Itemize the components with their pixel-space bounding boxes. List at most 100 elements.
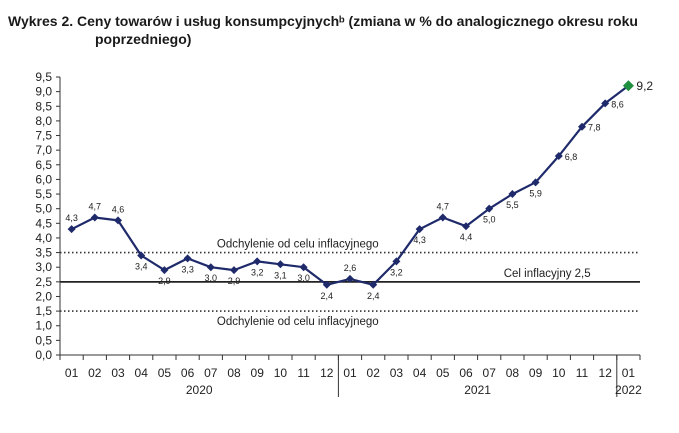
y-tick-label: 6,5 [35, 158, 52, 172]
cpi-data-point [137, 251, 146, 260]
year-label: 2021 [464, 383, 491, 397]
cpi-data-point [485, 204, 494, 213]
y-tick-label: 2,5 [35, 275, 52, 289]
cpi-data-point [462, 222, 470, 231]
y-tick-label: 3,0 [35, 260, 52, 274]
cpi-data-point [90, 213, 99, 222]
x-tick-label: 02 [88, 366, 102, 380]
inflation-target-label: Cel inflacyjny 2,5 [504, 268, 591, 280]
y-tick-label: 9,5 [35, 70, 52, 84]
x-tick-label: 01 [343, 366, 357, 380]
y-tick-label: 1,5 [35, 304, 52, 318]
x-tick-label: 06 [181, 366, 195, 380]
cpi-data-label: 7,8 [588, 123, 601, 133]
cpi-data-label: 3,1 [274, 270, 287, 280]
cpi-data-label: 5,5 [506, 200, 519, 210]
x-tick-label: 01 [65, 366, 79, 380]
cpi-data-point [346, 274, 354, 283]
y-tick-label: 8,0 [35, 114, 52, 128]
cpi-data-label: 2,6 [344, 263, 357, 273]
cpi-data-label: 4,4 [460, 232, 473, 242]
x-tick-label: 11 [297, 366, 310, 380]
cpi-data-label: 5,0 [483, 215, 496, 225]
y-tick-label: 1,0 [35, 319, 52, 333]
year-label: 2022 [615, 383, 642, 397]
cpi-data-label: 4,7 [89, 201, 102, 211]
cpi-data-point [531, 178, 540, 187]
cpi-data-point [601, 99, 610, 108]
cpi-data-label: 4,7 [437, 201, 450, 211]
x-tick-label: 09 [251, 366, 265, 380]
cpi-series-line [71, 84, 630, 286]
cpi-data-label: 3,4 [135, 262, 148, 272]
cpi-data-point [276, 260, 285, 269]
y-tick-label: 0,5 [35, 333, 52, 347]
cpi-data-label: 3,2 [251, 267, 264, 277]
cpi-data-label: 2,4 [321, 291, 334, 301]
cpi-data-point [160, 266, 169, 275]
x-tick-label: 04 [413, 366, 427, 380]
cpi-data-label: 6,8 [565, 152, 578, 162]
y-tick-label: 3,5 [35, 246, 52, 260]
y-tick-label: 8,5 [35, 99, 52, 113]
x-tick-label: 01 [622, 366, 636, 380]
x-tick-label: 02 [367, 366, 381, 380]
cpi-data-point [554, 152, 563, 161]
cpi-data-label: 9,2 [636, 79, 653, 93]
cpi-data-point [67, 225, 76, 234]
y-tick-label: 0,0 [35, 348, 52, 362]
x-tick-label: 08 [506, 366, 520, 380]
x-tick-label: 12 [320, 366, 334, 380]
y-tick-label: 4,0 [35, 231, 52, 245]
chart-title-line2: poprzedniego) [95, 31, 192, 47]
cpi-data-label: 2,9 [158, 276, 171, 286]
x-tick-label: 07 [204, 366, 218, 380]
x-tick-label: 04 [135, 366, 149, 380]
cpi-data-label: 4,3 [65, 213, 78, 223]
y-tick-label: 5,5 [35, 187, 52, 201]
cpi-data-label: 5,9 [529, 188, 542, 198]
cpi-data-point [622, 80, 634, 92]
cpi-data-point [253, 257, 262, 266]
y-tick-label: 6,0 [35, 172, 52, 186]
cpi-data-point [183, 254, 192, 263]
y-tick-label: 4,5 [35, 216, 52, 230]
x-tick-label: 09 [529, 366, 543, 380]
cpi-data-label: 3,0 [205, 273, 218, 283]
x-tick-label: 03 [111, 366, 125, 380]
cpi-data-label: 4,6 [112, 204, 125, 214]
x-tick-label: 12 [599, 366, 613, 380]
cpi-data-point [230, 266, 238, 275]
x-tick-label: 05 [158, 366, 172, 380]
x-tick-label: 10 [552, 366, 566, 380]
y-tick-label: 2,0 [35, 289, 52, 303]
cpi-data-point [206, 263, 215, 272]
cpi-data-point [415, 225, 424, 234]
cpi-data-point [578, 122, 586, 131]
chart-title: Wykres 2. Ceny towarów i usług konsumpcy… [8, 12, 668, 48]
x-tick-label: 06 [459, 366, 473, 380]
cpi-data-label: 3,0 [297, 273, 310, 283]
y-tick-label: 7,5 [35, 129, 52, 143]
lower-deviation-label: Odchylenie od celu inflacyjnego [217, 316, 379, 328]
cpi-data-point [299, 263, 308, 272]
x-tick-label: 07 [483, 366, 497, 380]
cpi-data-label: 3,3 [181, 264, 194, 274]
cpi-data-point [322, 280, 331, 289]
cpi-data-point [114, 216, 122, 225]
cpi-data-label: 2,9 [228, 276, 241, 286]
chart-title-line1: Wykres 2. Ceny towarów i usług konsumpcy… [8, 13, 638, 29]
y-tick-label: 9,0 [35, 85, 52, 99]
cpi-data-point [369, 280, 378, 289]
cpi-data-point [392, 257, 401, 266]
y-tick-label: 7,0 [35, 143, 52, 157]
cpi-data-label: 4,3 [413, 235, 426, 245]
year-label: 2020 [186, 383, 213, 397]
x-tick-label: 05 [436, 366, 450, 380]
cpi-data-point [438, 213, 447, 222]
cpi-data-point [508, 190, 517, 199]
cpi-data-label: 8,6 [611, 99, 624, 109]
y-tick-label: 5,0 [35, 202, 52, 216]
x-tick-label: 08 [227, 366, 241, 380]
